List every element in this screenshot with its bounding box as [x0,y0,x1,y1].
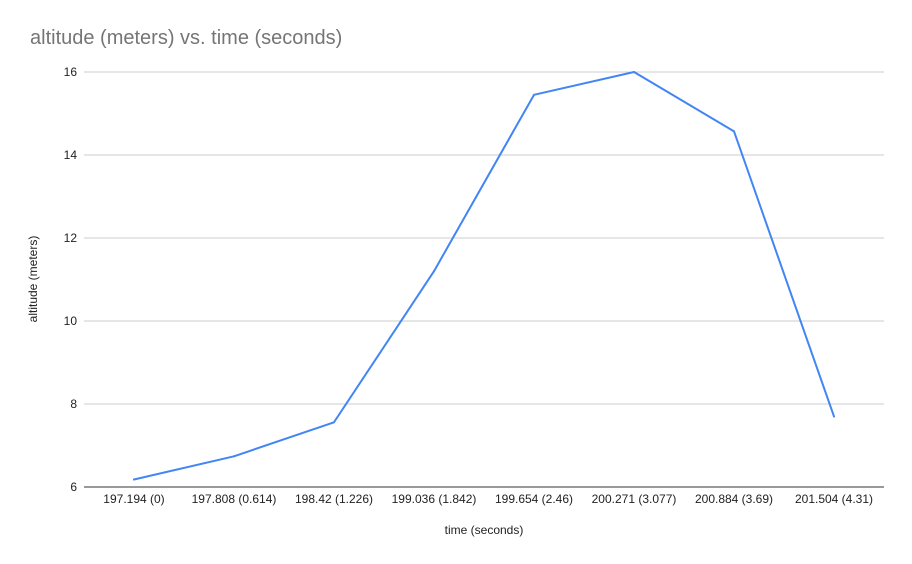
x-tick-label: 201.504 (4.31) [795,492,873,506]
y-axis-label: altitude (meters) [26,236,40,323]
x-tick-label: 200.271 (3.077) [592,492,677,506]
x-tick-label: 199.036 (1.842) [392,492,477,506]
data-point [733,130,735,133]
x-tick-label: 200.884 (3.69) [695,492,773,506]
data-point [133,478,135,481]
x-tick-label: 197.808 (0.614) [192,492,277,506]
y-tick-label: 12 [64,231,78,245]
y-tick-label: 16 [64,65,78,79]
data-point [333,421,335,424]
series-line [133,71,835,481]
chart-title: altitude (meters) vs. time (seconds) [30,27,342,49]
y-tick-label: 8 [70,397,77,411]
x-tick-label: 197.194 (0) [103,492,164,506]
y-tick-label: 6 [70,480,77,494]
data-point [233,455,235,458]
data-point [533,93,535,96]
y-tick-label: 10 [64,314,78,328]
x-axis-ticks: 197.194 (0) 197.808 (0.614) 198.42 (1.226)… [103,492,873,506]
data-point [433,270,435,273]
x-tick-label: 199.654 (2.46) [495,492,573,506]
x-axis-label: time (seconds) [445,523,524,537]
x-tick-label: 198.42 (1.226) [295,492,373,506]
y-tick-label: 14 [64,148,78,162]
y-axis-ticks: 6 8 10 12 14 16 [64,65,78,494]
data-point [633,71,635,73]
series-layer [133,71,835,481]
gridlines [84,71,884,488]
data-point [833,415,835,418]
